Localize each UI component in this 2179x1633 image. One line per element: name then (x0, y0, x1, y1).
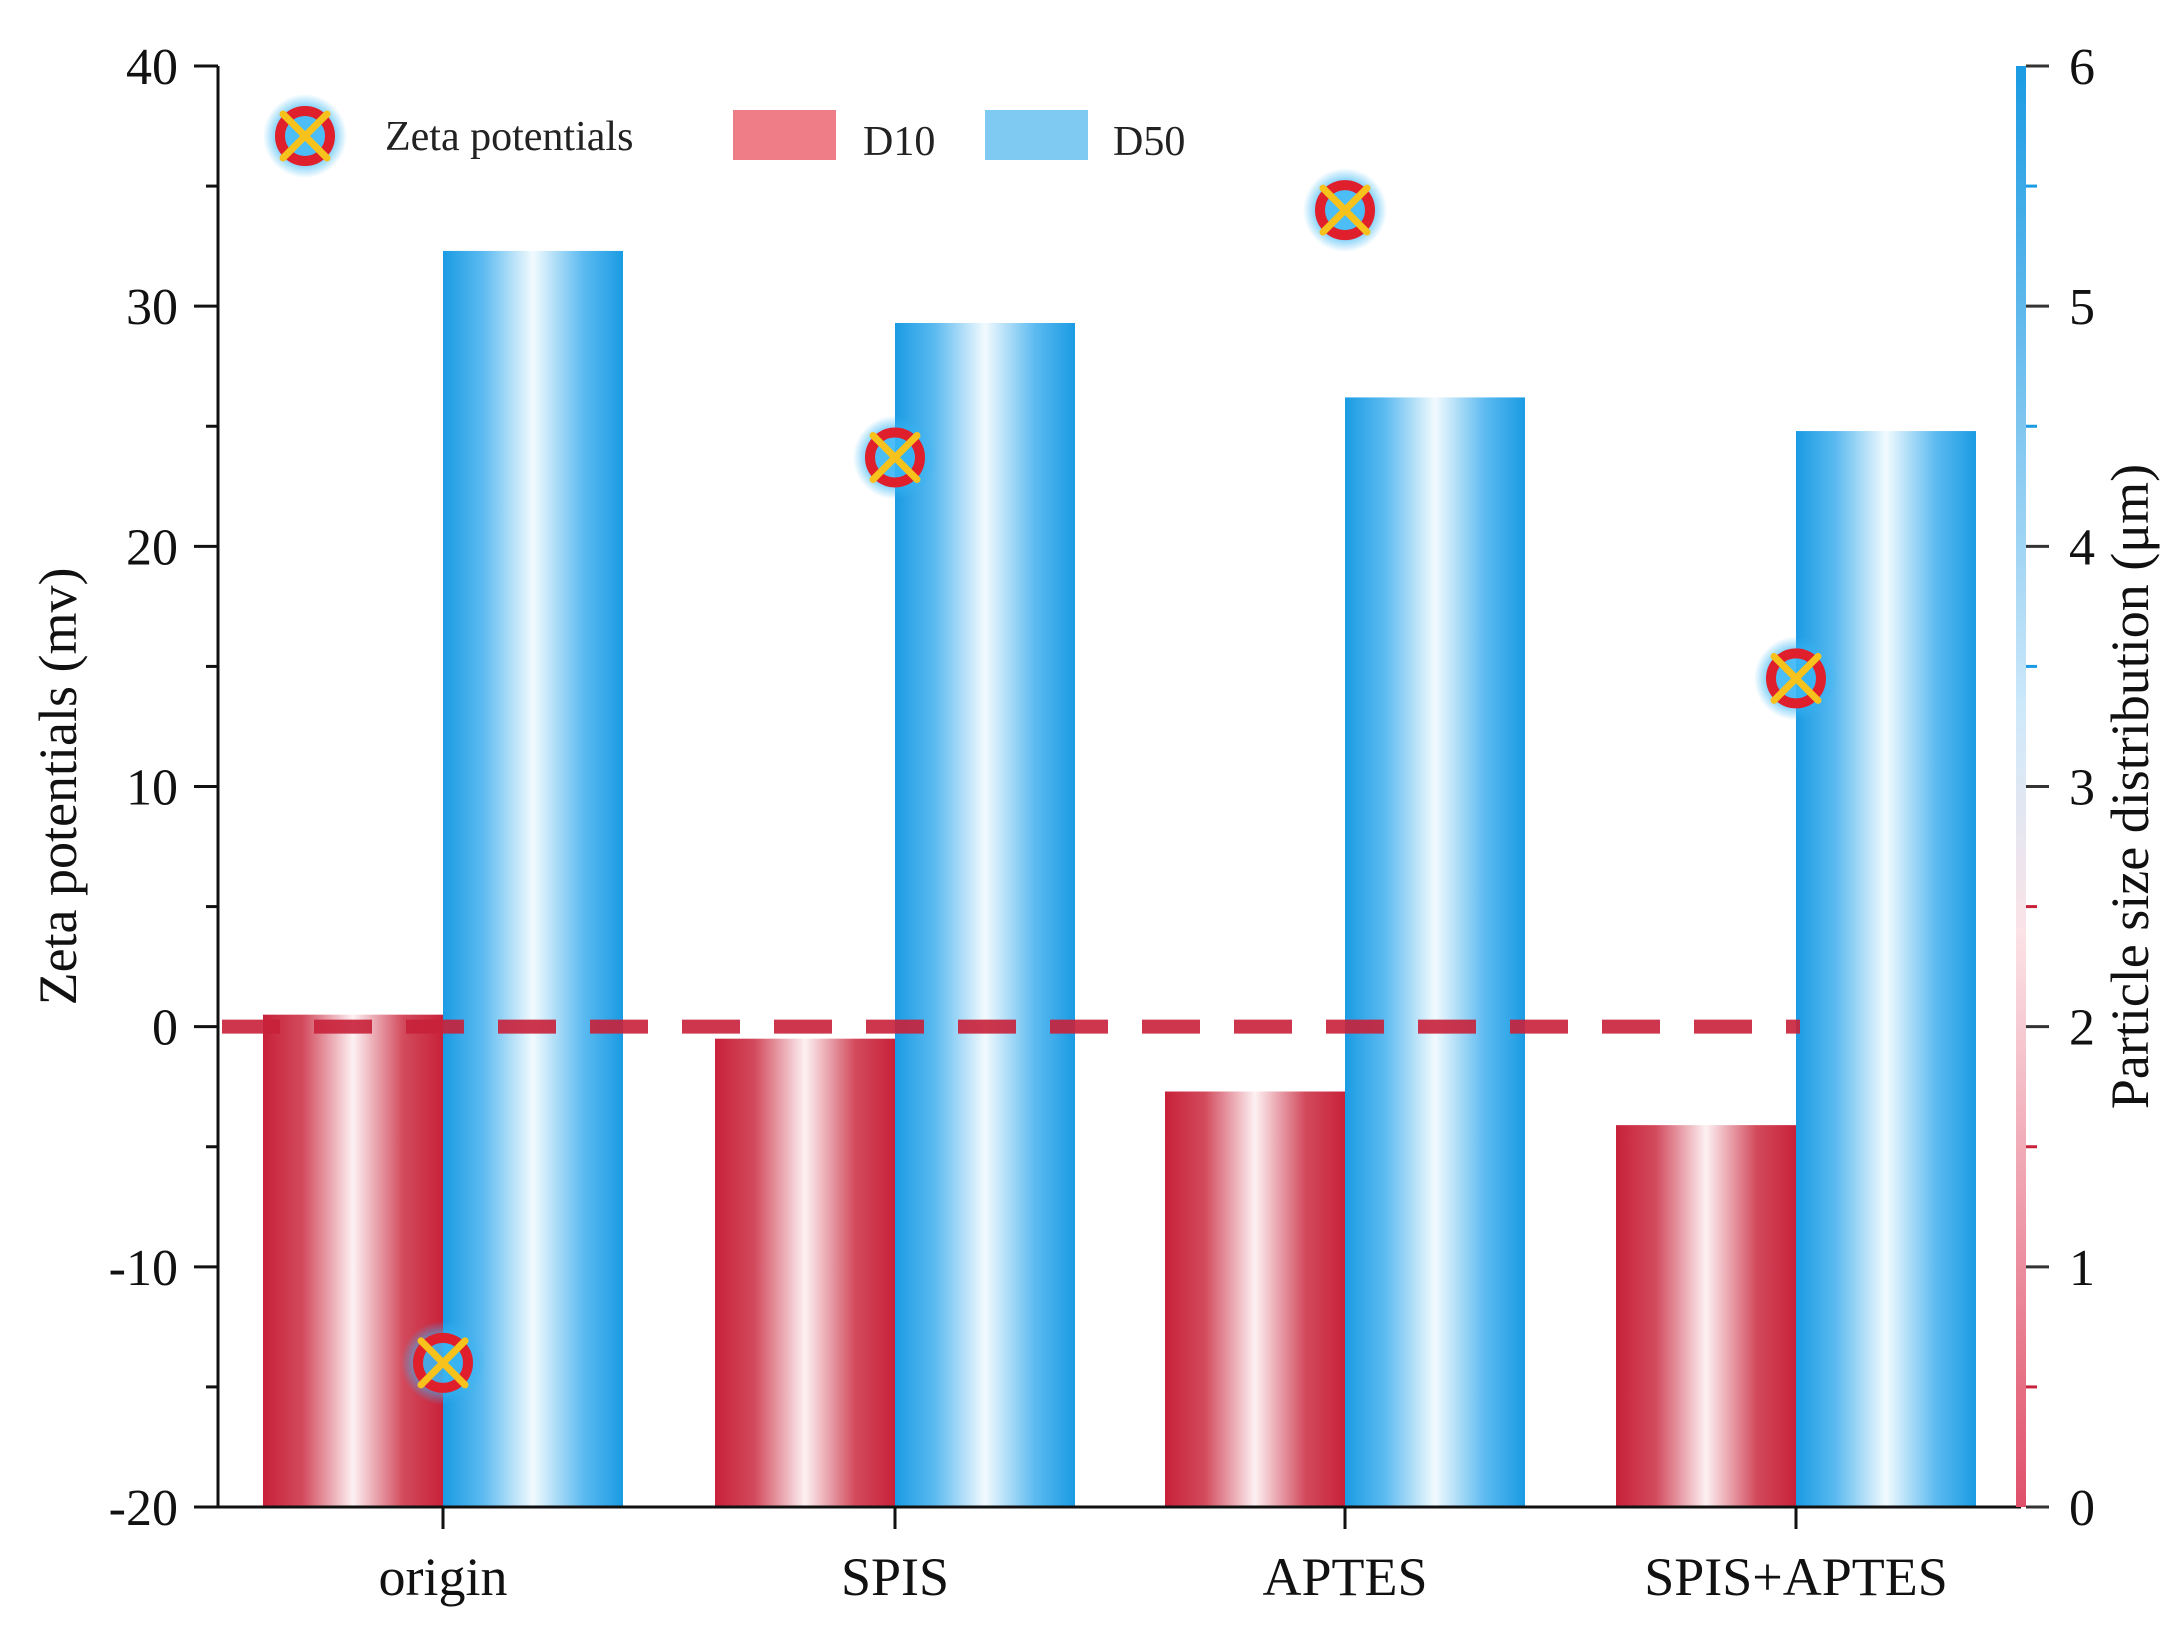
legend-zeta-marker-ring (275, 106, 335, 166)
zeta-point-1-ring (865, 427, 925, 488)
left-tick-label: 40 (126, 39, 178, 96)
zeta-point-0 (401, 1320, 485, 1405)
x-category-label: SPIS (841, 1547, 949, 1607)
x-category-label: APTES (1262, 1547, 1427, 1607)
left-tick-label: 30 (126, 279, 178, 336)
left-tick-label: 10 (126, 760, 178, 817)
right-tick-label: 6 (2069, 39, 2095, 96)
right-tick-label: 2 (2069, 1000, 2095, 1057)
bar-d10-3 (1616, 1125, 1796, 1507)
bar-d50-1 (895, 322, 1075, 1508)
zeta-point-2 (1303, 168, 1387, 253)
legend-d10-swatch (733, 110, 836, 160)
legend-d50-label: D50 (1113, 119, 1185, 165)
right-tick-label: 5 (2069, 279, 2095, 336)
left-tick-label: -20 (109, 1480, 178, 1537)
zeta-point-1-cross-b (869, 431, 921, 483)
right-tick-label: 0 (2069, 1480, 2095, 1537)
left-tick-label: -10 (109, 1240, 178, 1297)
bar-d10-2 (1165, 1091, 1345, 1507)
bar-d50-3 (1796, 431, 1976, 1507)
legend-zeta-label: Zeta potentials (385, 114, 633, 160)
bar-d10-0 (263, 1014, 443, 1507)
left-tick-label: 20 (126, 519, 178, 576)
x-category-label: SPIS+APTES (1644, 1547, 1948, 1607)
legend-d10-label: D10 (863, 119, 935, 165)
right-tick-label: 3 (2069, 760, 2095, 817)
legend: Zeta potentials D10 D50 (263, 94, 1185, 178)
zeta-point-3-ring (1766, 648, 1826, 709)
left-axis-title: Zeta potentials (mv) (28, 568, 88, 1006)
legend-zeta-marker (263, 94, 347, 178)
legend-d50-swatch (985, 110, 1088, 160)
right-tick-label: 4 (2069, 519, 2095, 576)
bar-d10-1 (715, 1038, 895, 1507)
zeta-point-0-cross-b (417, 1337, 469, 1389)
bar-d50-0 (443, 250, 623, 1507)
bar-d50-2 (1345, 397, 1525, 1508)
x-category-label: origin (379, 1547, 508, 1607)
zeta-point-3 (1754, 636, 1838, 721)
zeta-point-1 (853, 415, 937, 500)
right-tick-label: 1 (2069, 1240, 2095, 1297)
zeta-point-3-cross-b (1770, 652, 1822, 704)
axes: -20 -10 0 10 20 30 40 0 1 2 3 4 5 6 origin SPIS APTES SPI… (28, 39, 2160, 1607)
right-axis-line (2016, 66, 2026, 1507)
zeta-point-2-cross-b (1319, 184, 1371, 236)
left-tick-label: 0 (152, 1000, 178, 1057)
legend-zeta-marker-cross-b (279, 110, 331, 162)
right-axis-title: Particle size distribution (μm) (2100, 464, 2160, 1109)
plot-area (222, 168, 1976, 1508)
zeta-point-0-ring (413, 1332, 473, 1393)
zeta-point-2-ring (1315, 180, 1375, 241)
